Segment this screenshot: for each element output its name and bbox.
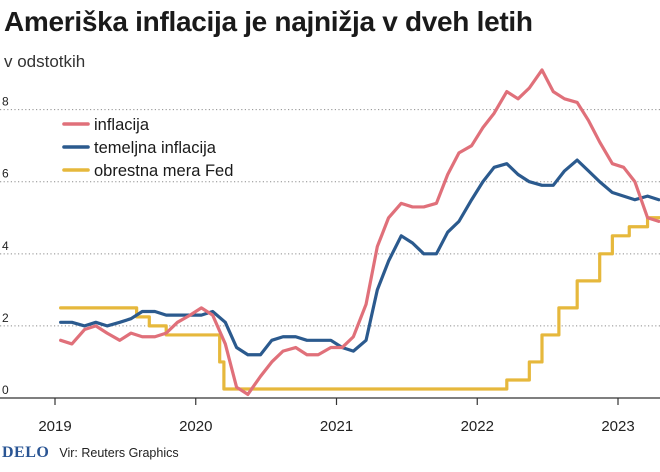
footer: DELO Vir: Reuters Graphics — [2, 444, 179, 462]
y-tick-label: 0 — [2, 383, 9, 397]
source-note: Vir: Reuters Graphics — [59, 446, 179, 460]
x-tick-label: 2020 — [179, 418, 212, 435]
legend-label: obrestna mera Fed — [94, 162, 233, 180]
y-axis: 0 2 4 6 8 — [2, 95, 9, 397]
x-axis: 2019 2020 2021 2022 2023 — [0, 397, 660, 435]
series-line-3 — [59, 216, 660, 391]
x-tick-label: 2023 — [601, 418, 634, 435]
x-tick-label: 2019 — [38, 418, 71, 435]
series-lines — [59, 68, 660, 396]
publisher-logo: DELO — [2, 444, 50, 461]
legend-label: inflacija — [94, 116, 150, 134]
chart-title: Ameriška inflacija je najnižja v dveh le… — [4, 6, 533, 37]
y-tick-label: 2 — [2, 311, 9, 325]
series-line-2 — [59, 158, 660, 357]
legend-label: temeljna inflacija — [94, 139, 217, 157]
y-tick-label: 6 — [2, 167, 9, 181]
y-tick-label: 8 — [2, 95, 9, 109]
legend: inflacija temeljna inflacija obrestna mera… — [62, 116, 233, 180]
series-line-1 — [59, 68, 660, 396]
x-tick-label: 2022 — [461, 418, 494, 435]
y-tick-label: 4 — [2, 239, 9, 253]
chart-subtitle: v odstotkih — [4, 52, 86, 71]
x-tick-label: 2021 — [320, 418, 353, 435]
